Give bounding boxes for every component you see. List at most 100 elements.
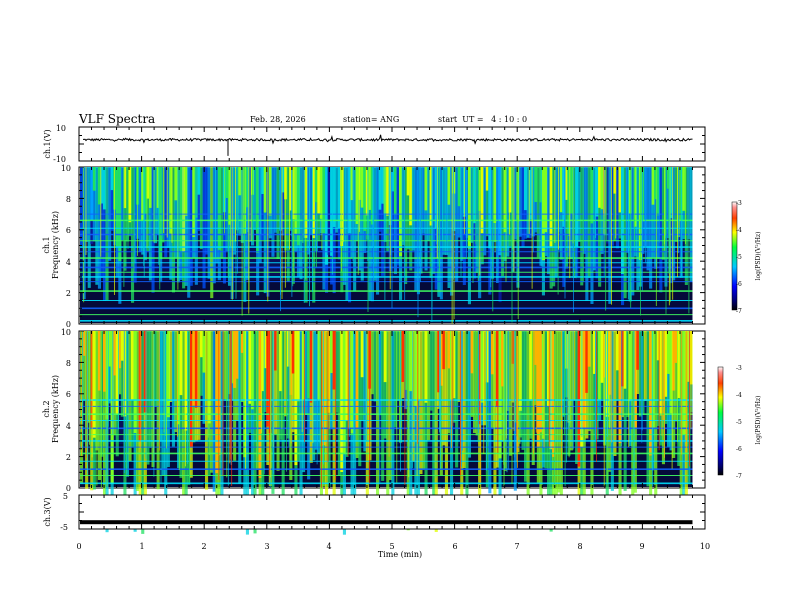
spec-column-core [197, 167, 201, 195]
spec-column [564, 167, 568, 269]
spec-column-core [243, 331, 247, 458]
spec-column-core [194, 331, 198, 408]
spec-column-core [240, 331, 244, 353]
spec-column-core [511, 331, 515, 364]
spec-column-core [587, 331, 591, 367]
spec-column [623, 331, 627, 491]
spec-column [199, 331, 203, 396]
cb2-tick-m3: -3 [736, 365, 742, 372]
spec-column-core [513, 331, 517, 423]
spec-column-core [488, 167, 492, 249]
spec2-ytick-8: 8 [66, 359, 71, 368]
spec-column [166, 167, 170, 248]
spec-column-core [317, 331, 321, 401]
spec-column [610, 331, 614, 491]
spec-column [483, 167, 487, 256]
spec-column-core [541, 331, 545, 439]
spec-column-core [628, 167, 632, 214]
spec-column [595, 331, 599, 440]
cb1-tick-m7: -7 [736, 308, 742, 315]
cb1-tick-m4: -4 [736, 227, 742, 234]
spec-column-core [383, 331, 387, 383]
spec-column-core [503, 167, 507, 233]
spec-column [447, 331, 451, 434]
spec-column-core [682, 331, 686, 435]
spec-column-core [656, 331, 660, 361]
spec-column [202, 331, 206, 424]
spec-column [212, 331, 216, 492]
spec-column-core [399, 167, 403, 257]
spec-column-core [547, 331, 551, 407]
spec-column [207, 167, 211, 279]
spec-column [335, 167, 339, 233]
spec-column [598, 167, 602, 287]
spec-column [299, 167, 303, 280]
spec-column-core [279, 331, 283, 392]
ch3-waveform-panel: 5 -5 ch.3(V) [43, 492, 706, 532]
spec-column-core [424, 167, 428, 211]
xtick-9: 9 [639, 542, 644, 551]
spec-column-core [115, 167, 119, 247]
spec-column [475, 331, 479, 436]
spec-column [205, 331, 209, 490]
spec-column [416, 331, 420, 504]
spec-column-core [409, 331, 413, 392]
spec-column-core [368, 167, 372, 210]
spec-column [120, 331, 124, 417]
ch3-ytick-bottom: -5 [60, 523, 68, 532]
spec-column-core [416, 331, 420, 400]
spec-column [396, 167, 400, 266]
spec-column [212, 167, 216, 284]
spec-column [593, 167, 597, 271]
spec-column [437, 167, 441, 297]
spec-column-core [641, 167, 645, 222]
ch1-spectrogram-image [80, 167, 705, 324]
spec-nodata [692, 168, 705, 323]
spec-column-core [261, 331, 265, 392]
spec-column [238, 167, 242, 236]
spec-column-core [319, 167, 323, 219]
spec-column-core [470, 331, 474, 374]
spec-column-core [615, 331, 619, 371]
spec-column [562, 167, 566, 287]
spec-column [276, 331, 280, 471]
spec-column-core [404, 331, 408, 390]
spec-column [674, 331, 678, 422]
spec-column-core [534, 167, 538, 202]
spec-column-core [562, 167, 566, 227]
ch2-spectrogram-panel: 10 8 6 4 2 0 ch.2 Frequency (kHz) [42, 328, 706, 535]
spec-column [261, 167, 265, 240]
spec-column [274, 331, 278, 435]
spec-column-core [600, 331, 604, 383]
spec-column-core [590, 167, 594, 224]
spec-column [350, 167, 354, 259]
spec-column [148, 331, 152, 448]
spec-column-core [570, 167, 574, 214]
spec-column [557, 331, 561, 493]
spec-column-core [177, 331, 181, 425]
spec-column-core [577, 331, 581, 467]
spec-column [593, 331, 597, 455]
spec-column [521, 331, 525, 450]
spec-column-core [529, 331, 533, 401]
spec-column [353, 167, 357, 292]
spec-column [600, 167, 604, 254]
spec-column [595, 167, 599, 279]
spec-column [146, 167, 150, 252]
spec-column-core [659, 331, 663, 416]
spec-column-core [478, 331, 482, 425]
ch2-spectrogram-image [80, 331, 705, 535]
spec-column [125, 331, 129, 477]
spec-column [391, 167, 395, 247]
spec-column-core [564, 167, 568, 200]
spec-column [404, 167, 408, 284]
spec-column [572, 167, 576, 278]
spec-column [253, 331, 257, 534]
spec-column [253, 167, 257, 230]
spec-column-core [439, 331, 443, 386]
spec-column [187, 331, 191, 485]
spec-column [138, 167, 142, 252]
spec-column [511, 331, 515, 403]
spec-column [646, 167, 650, 271]
spec1-ytick-6: 6 [66, 226, 71, 235]
